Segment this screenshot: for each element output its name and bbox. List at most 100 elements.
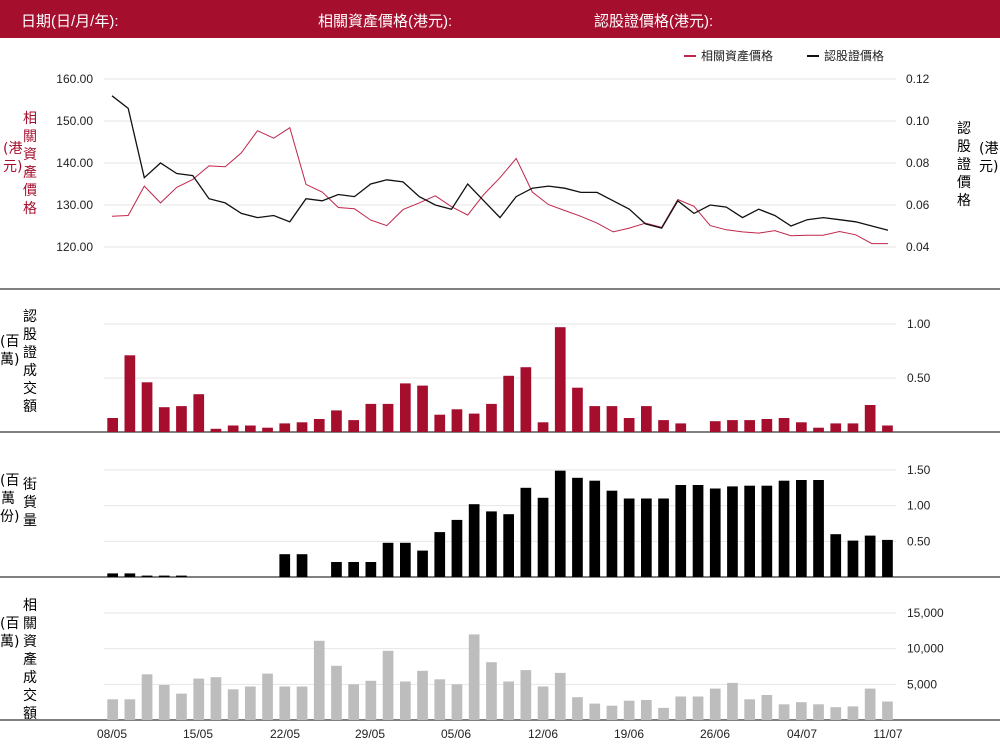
- warrant-turnover-bar: [537, 422, 549, 432]
- warrant-turnover-bar: [193, 394, 205, 432]
- warrant-turnover-bar: [830, 423, 842, 432]
- asset-turnover-bar: [279, 686, 291, 720]
- legend-label-warrant: 認股證價格: [824, 48, 884, 63]
- warrant-turnover-bar: [107, 418, 118, 432]
- x-tick-label: 19/06: [614, 727, 644, 741]
- warrant-price-line: [111, 95, 889, 231]
- asset-turnover-bar: [847, 706, 859, 720]
- asset-turnover-bar: [210, 677, 222, 720]
- asset-turnover-bar: [692, 696, 704, 720]
- warrant-turnover-bar: [382, 403, 394, 432]
- asset-turnover-bar: [727, 682, 738, 720]
- asset-turnover-bar: [468, 634, 480, 720]
- warrant-turnover-bar: [124, 355, 136, 432]
- outstanding-bar: [348, 562, 359, 577]
- asset-turnover-bar: [348, 684, 359, 720]
- asset-turnover-bar: [141, 674, 153, 720]
- outstanding-bar: [382, 542, 394, 577]
- asset-price-label: 相關資產價格(港元):: [318, 13, 453, 30]
- asset-turnover-bar: [623, 700, 635, 720]
- left-axis-unit: (港元): [3, 141, 23, 175]
- outstanding-unit: (百萬份): [0, 473, 20, 525]
- asset-turnover-bar: [709, 688, 721, 720]
- outstanding-bar: [434, 532, 446, 577]
- x-tick-label: 04/07: [787, 727, 817, 741]
- outstanding-bar: [658, 498, 669, 577]
- asset-turnover-bar: [313, 640, 325, 720]
- outstanding-bar: [813, 480, 824, 577]
- right-tick-label: 0.10: [906, 114, 930, 128]
- asset-turnover-bar: [761, 695, 773, 720]
- left-tick-label: 130.00: [56, 198, 93, 212]
- warrant-turnover-bar: [796, 422, 807, 432]
- outstanding-bar: [124, 573, 136, 577]
- warrant-turnover-bar: [709, 421, 721, 432]
- warrant-turnover-bar: [348, 420, 359, 432]
- outstanding-bar: [503, 514, 514, 577]
- outstanding-bar: [572, 477, 583, 577]
- outstanding-bar: [623, 498, 635, 577]
- warrant-turnover-bar: [589, 406, 601, 432]
- asset-turnover-bar: [434, 679, 446, 720]
- warrant-turnover-tick-label: 1.00: [907, 317, 931, 331]
- x-tick-label: 05/06: [441, 727, 471, 741]
- date-label: 日期(日/月/年):: [21, 13, 119, 30]
- warrant-turnover-bar: [158, 407, 170, 432]
- outstanding-bar: [796, 480, 807, 577]
- warrant-turnover-bar: [400, 383, 411, 432]
- warrant-turnover-unit: (百萬): [0, 334, 20, 368]
- asset-turnover-bar: [486, 662, 497, 720]
- x-tick-label: 12/06: [528, 727, 558, 741]
- warrant-turnover-bar: [451, 409, 463, 432]
- right-axis-title: 認股證價格: [957, 121, 971, 209]
- outstanding-bar: [279, 554, 291, 577]
- outstanding-tick-label: 0.50: [907, 534, 931, 548]
- left-axis-title: 相關資產價格: [23, 111, 37, 217]
- warrant-turnover-bar: [434, 414, 446, 432]
- x-tick-label: 29/05: [355, 727, 385, 741]
- outstanding-bar: [589, 480, 601, 577]
- asset-turnover-bar: [778, 704, 790, 720]
- warrant-turnover-bar: [658, 420, 669, 432]
- warrant-turnover-bar: [520, 367, 532, 432]
- warrant-turnover-bar: [468, 413, 480, 432]
- asset-turnover-bar: [589, 703, 601, 720]
- asset-turnover-bar: [245, 686, 256, 720]
- warrant-price-label: 認股證價格(港元):: [594, 13, 714, 30]
- warrant-turnover-title: 認股證成交額: [23, 309, 37, 415]
- outstanding-bar: [847, 540, 859, 577]
- warrant-turnover-bar: [417, 385, 428, 432]
- outstanding-bar: [141, 575, 153, 577]
- asset-turnover-bar: [227, 689, 239, 720]
- outstanding-bar: [727, 486, 738, 577]
- warrant-turnover-bar: [623, 418, 635, 432]
- outstanding-bar: [451, 519, 463, 577]
- outstanding-bar: [554, 470, 566, 577]
- x-tick-label: 08/05: [97, 727, 127, 741]
- asset-turnover-bar: [193, 678, 205, 720]
- outstanding-title: 街貨量: [23, 477, 37, 529]
- outstanding-bar: [331, 562, 342, 577]
- asset-turnover-bar: [176, 693, 187, 720]
- outstanding-bar: [778, 480, 790, 577]
- left-tick-label: 140.00: [56, 156, 93, 170]
- asset-turnover-bar: [744, 699, 755, 720]
- warrant-turnover-bar: [486, 403, 497, 432]
- warrant-turnover-bar: [210, 428, 222, 432]
- outstanding-bar: [675, 485, 687, 577]
- warrant-turnover-bar: [572, 387, 583, 432]
- outstanding-bar: [486, 511, 497, 577]
- warrant-turnover-bar: [503, 375, 514, 432]
- right-tick-label: 0.12: [906, 72, 930, 86]
- asset-turnover-bar: [365, 680, 377, 720]
- outstanding-bar: [296, 554, 308, 577]
- outstanding-tick-label: 1.50: [907, 463, 931, 477]
- warrant-turnover-bar: [778, 418, 790, 432]
- outstanding-tick-label: 1.00: [907, 499, 931, 513]
- outstanding-bar: [692, 485, 704, 577]
- warrant-turnover-bar: [262, 427, 273, 432]
- outstanding-bar: [641, 498, 652, 577]
- outstanding-bar: [761, 485, 773, 577]
- asset-turnover-bar: [675, 696, 687, 720]
- warrant-turnover-bar: [761, 419, 773, 432]
